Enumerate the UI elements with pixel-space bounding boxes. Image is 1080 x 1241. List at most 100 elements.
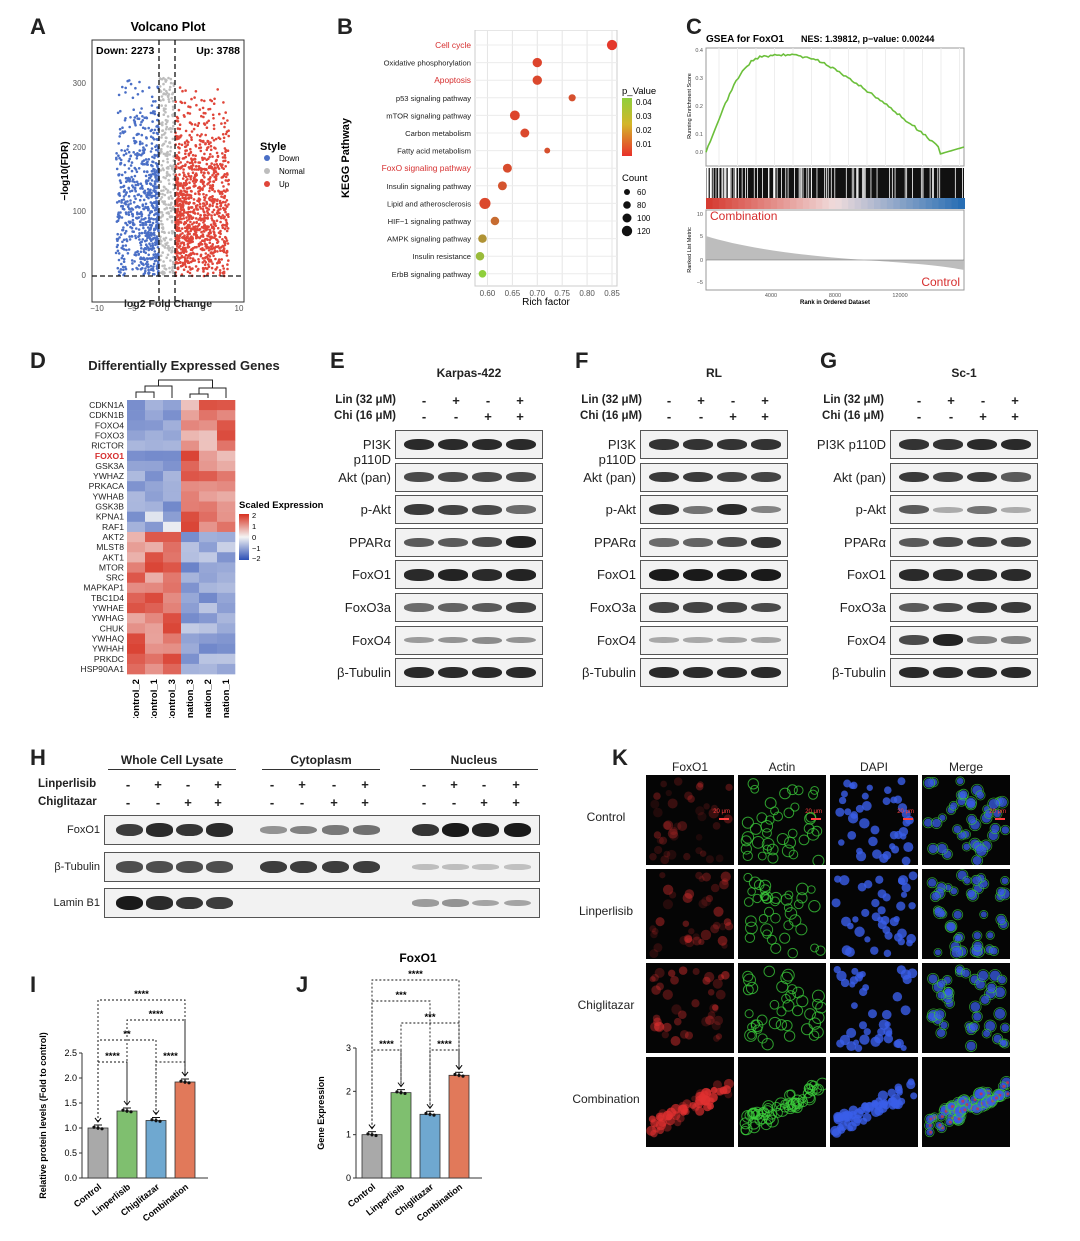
nucleus <box>838 839 845 846</box>
if-image-tile <box>829 962 919 1054</box>
foxo1-signal <box>705 1015 715 1026</box>
volcano-point <box>129 116 132 119</box>
heatmap-cell <box>199 521 218 533</box>
nucleus <box>972 876 981 885</box>
volcano-point <box>139 256 143 259</box>
volcano-point <box>224 227 227 230</box>
nucleus <box>910 1092 918 1100</box>
volcano-point <box>165 79 168 82</box>
volcano-point <box>143 127 147 130</box>
volcano-point <box>162 152 166 156</box>
heatmap-cell <box>163 420 182 431</box>
volcano-point <box>151 242 154 245</box>
y-tick-label: 1.0 <box>64 1123 77 1133</box>
foxo1-signal <box>662 989 673 1000</box>
protein-band <box>683 637 713 643</box>
volcano-point <box>180 143 184 147</box>
nucleus <box>953 910 962 919</box>
volcano-point <box>145 182 148 185</box>
if-cells <box>742 965 826 1051</box>
cell-outline <box>948 800 959 811</box>
volcano-point <box>212 117 215 120</box>
volcano-point <box>160 196 164 199</box>
volcano-point <box>223 243 227 247</box>
actin-ring <box>742 850 753 862</box>
foxo1-signal <box>712 978 723 989</box>
volcano-point <box>177 158 181 162</box>
volcano-point <box>147 158 151 161</box>
volcano-point <box>166 246 169 250</box>
cell-outline <box>933 947 943 957</box>
volcano-point <box>208 228 212 232</box>
actin-ring <box>743 872 753 883</box>
volcano-point <box>167 203 170 206</box>
volcano-point <box>139 210 143 214</box>
protein-label: FoxO1 <box>351 567 391 583</box>
cell-outline <box>924 1113 935 1125</box>
volcano-point <box>180 227 184 230</box>
volcano-point <box>142 256 145 260</box>
foxo1-signal <box>687 795 695 803</box>
heatmap-cell <box>199 643 218 655</box>
volcano-point <box>115 152 118 155</box>
cell-outline <box>985 1094 998 1108</box>
scale-bar-label: 20 μm <box>805 809 822 815</box>
volcano-point <box>137 228 141 231</box>
volcano-point <box>192 208 196 211</box>
replicate-point <box>461 1074 465 1078</box>
protein-band <box>438 667 468 679</box>
heatmap-cell <box>181 653 200 665</box>
volcano-point <box>208 260 211 263</box>
volcano-point <box>198 143 202 146</box>
volcano-point <box>210 266 214 270</box>
volcano-point <box>212 271 215 275</box>
foxo1-signal <box>938 1123 942 1127</box>
protein-label: p-Akt <box>855 502 886 518</box>
protein-band <box>933 634 963 646</box>
volcano-point <box>195 252 199 256</box>
heatmap-cell <box>145 460 164 472</box>
kegg-x-tick: 0.80 <box>579 289 595 298</box>
volcano-point <box>208 203 212 207</box>
panel-label-c: C <box>686 14 702 39</box>
foxo1-signal <box>979 1092 983 1096</box>
y-tick-label: 2 <box>346 1086 351 1096</box>
volcano-point <box>144 229 147 233</box>
volcano-point <box>118 179 122 182</box>
volcano-point <box>187 166 191 169</box>
nucleus <box>841 945 852 956</box>
volcano-point <box>150 191 153 195</box>
legend-normal: Normal <box>279 167 305 176</box>
volcano-point <box>168 266 171 270</box>
nucleus <box>861 792 869 800</box>
bar <box>390 1092 412 1179</box>
volcano-point <box>190 130 194 133</box>
actin-ring <box>745 981 759 995</box>
foxo1-signal <box>665 1113 673 1121</box>
volcano-point <box>162 82 165 86</box>
volcano-point <box>210 162 213 165</box>
protein-band <box>967 636 997 644</box>
volcano-point <box>217 136 220 139</box>
volcano-point <box>201 261 205 264</box>
volcano-point <box>128 238 132 241</box>
volcano-point <box>122 198 126 201</box>
volcano-point <box>153 187 156 190</box>
volcano-point <box>115 167 119 171</box>
fraction-title: Whole Cell Lysate <box>120 753 224 767</box>
volcano-point <box>191 162 194 165</box>
panel-label-b: B <box>337 14 353 39</box>
heatmap-cell <box>145 471 164 482</box>
volcano-point <box>136 93 140 96</box>
rank-color-segment <box>731 198 739 209</box>
volcano-point <box>212 251 215 254</box>
volcano-point <box>197 218 200 221</box>
volcano-point <box>207 263 210 266</box>
volcano-point <box>130 169 134 173</box>
volcano-point <box>196 124 200 127</box>
chi-sign: - <box>451 795 457 810</box>
volcano-point <box>147 214 151 217</box>
volcano-point <box>215 266 219 269</box>
